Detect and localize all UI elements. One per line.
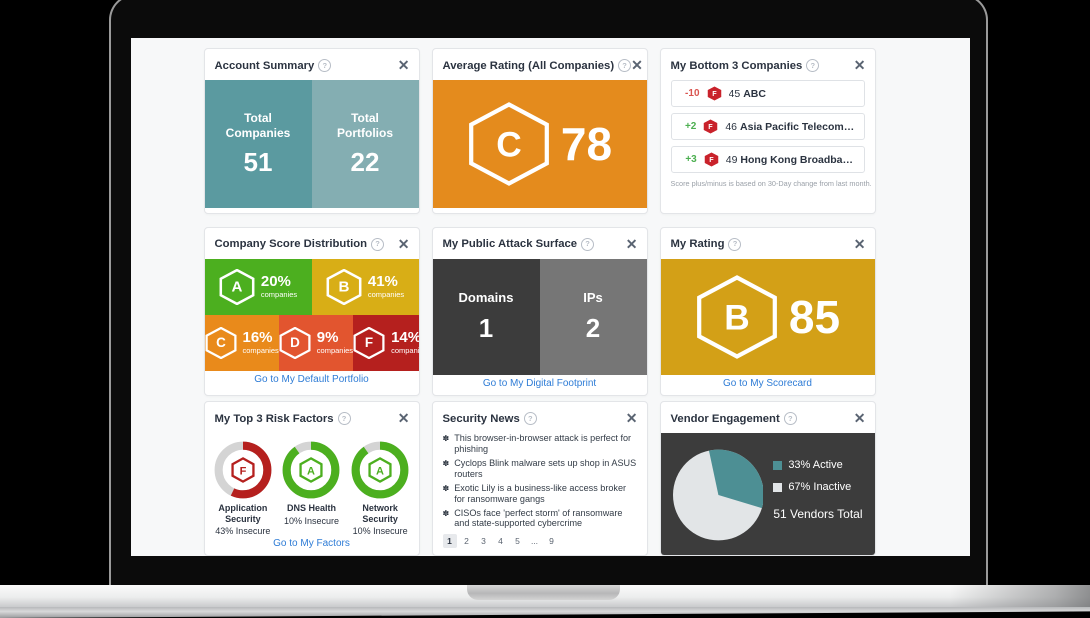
svg-text:B: B [724, 298, 749, 337]
svg-text:B: B [338, 278, 349, 295]
svg-text:F: F [239, 466, 246, 478]
svg-text:A: A [376, 466, 384, 478]
svg-text:D: D [290, 335, 300, 350]
svg-text:F: F [709, 122, 714, 131]
svg-text:C: C [496, 126, 521, 165]
svg-text:A: A [231, 278, 242, 295]
svg-text:C: C [216, 335, 226, 350]
svg-text:A: A [308, 466, 316, 478]
svg-text:F: F [709, 155, 714, 164]
svg-text:F: F [365, 335, 373, 350]
svg-text:F: F [712, 89, 717, 98]
